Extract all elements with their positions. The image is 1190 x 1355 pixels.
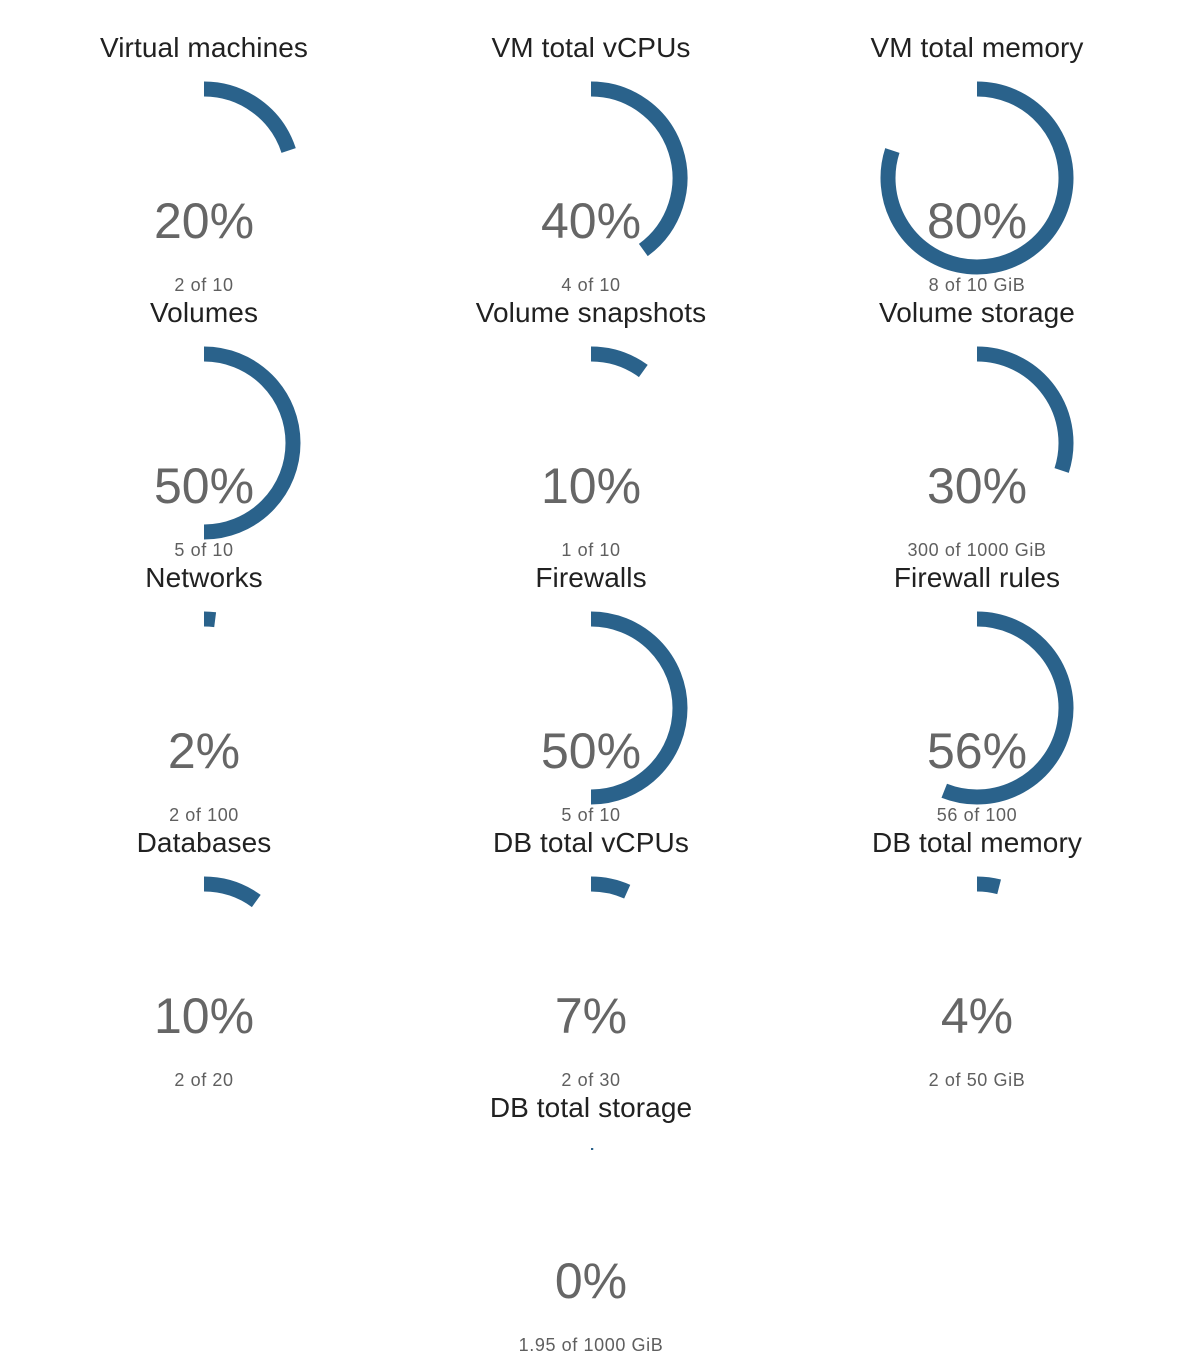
quota-gauge: 40% 4 of 10 (491, 78, 691, 278)
quota-percent: 50% (491, 726, 691, 776)
quota-card-db-total-vcpus: DB total vCPUs 7% 2 of 30 (411, 803, 771, 1053)
quota-card-volumes: Volumes 50% 5 of 10 (24, 273, 384, 523)
quota-percent: 2% (104, 726, 304, 776)
quota-title: DB total storage (411, 1092, 771, 1124)
quota-percent: 80% (877, 196, 1077, 246)
quota-percent: 10% (104, 991, 304, 1041)
quota-card-volume-snapshots: Volume snapshots 10% 1 of 10 (411, 273, 771, 523)
quota-gauge: 20% 2 of 10 (104, 78, 304, 278)
quota-title: VM total memory (797, 32, 1157, 64)
quota-percent: 0% (491, 1256, 691, 1306)
gauge-arc (591, 884, 627, 892)
quota-card-networks: Networks 2% 2 of 100 (24, 538, 384, 788)
quota-title: Virtual machines (24, 32, 384, 64)
quota-title: VM total vCPUs (411, 32, 771, 64)
quota-card-databases: Databases 10% 2 of 20 (24, 803, 384, 1053)
quota-percent: 4% (877, 991, 1077, 1041)
quota-card-vm-total-memory: VM total memory 80% 8 of 10 GiB (797, 8, 1157, 258)
quota-title: DB total memory (797, 827, 1157, 859)
quota-percent: 10% (491, 461, 691, 511)
quota-card-db-total-storage: DB total storage 0% 1.95 of 1000 GiB (411, 1068, 771, 1318)
quota-title: Volume storage (797, 297, 1157, 329)
gauge-arc (977, 884, 999, 887)
quota-gauge: 80% 8 of 10 GiB (877, 78, 1077, 278)
quota-gauge: 50% 5 of 10 (491, 608, 691, 808)
quota-card-firewalls: Firewalls 50% 5 of 10 (411, 538, 771, 788)
quota-gauge: 30% 300 of 1000 GiB (877, 343, 1077, 543)
quota-title: Volumes (24, 297, 384, 329)
quota-title: Databases (24, 827, 384, 859)
quota-gauge: 7% 2 of 30 (491, 873, 691, 1073)
quota-card-virtual-machines: Virtual machines 20% 2 of 10 (24, 8, 384, 258)
quota-percent: 7% (491, 991, 691, 1041)
quota-percent: 56% (877, 726, 1077, 776)
quota-title: Volume snapshots (411, 297, 771, 329)
quota-gauge: 2% 2 of 100 (104, 608, 304, 808)
gauge-arc (977, 354, 1066, 471)
quota-usage: 1.95 of 1000 GiB (491, 1336, 691, 1354)
gauge-arc (591, 354, 643, 371)
quota-title: Firewalls (411, 562, 771, 594)
gauge-arc (204, 89, 289, 151)
quota-usage: 2 of 20 (104, 1071, 304, 1089)
quota-gauge: 4% 2 of 50 GiB (877, 873, 1077, 1073)
quota-percent: 40% (491, 196, 691, 246)
gauge-arc (204, 884, 256, 901)
quota-title: Firewall rules (797, 562, 1157, 594)
quota-percent: 50% (104, 461, 304, 511)
quota-percent: 20% (104, 196, 304, 246)
quota-gauge: 10% 1 of 10 (491, 343, 691, 543)
quota-gauge: 50% 5 of 10 (104, 343, 304, 543)
quota-card-firewall-rules: Firewall rules 56% 56 of 100 (797, 538, 1157, 788)
quota-card-db-total-memory: DB total memory 4% 2 of 50 GiB (797, 803, 1157, 1053)
quota-gauge: 10% 2 of 20 (104, 873, 304, 1073)
quota-title: Networks (24, 562, 384, 594)
quota-card-vm-total-vcpus: VM total vCPUs 40% 4 of 10 (411, 8, 771, 258)
quota-usage: 2 of 50 GiB (877, 1071, 1077, 1089)
quota-percent: 30% (877, 461, 1077, 511)
quota-card-volume-storage: Volume storage 30% 300 of 1000 GiB (797, 273, 1157, 523)
gauge-arc (204, 619, 215, 620)
quota-gauge: 56% 56 of 100 (877, 608, 1077, 808)
quota-gauge: 0% 1.95 of 1000 GiB (491, 1138, 691, 1338)
quota-title: DB total vCPUs (411, 827, 771, 859)
